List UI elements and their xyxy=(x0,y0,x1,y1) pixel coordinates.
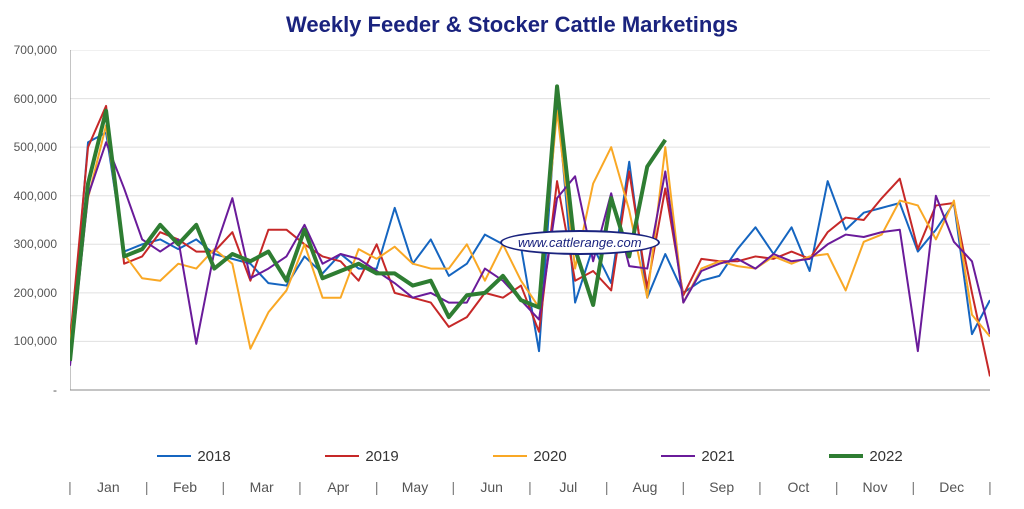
x-separator: | xyxy=(912,479,916,495)
y-tick-label: 300,000 xyxy=(14,237,57,251)
legend-label: 2019 xyxy=(365,448,398,465)
y-tick-label: 600,000 xyxy=(14,92,57,106)
legend-item-2019: 2019 xyxy=(325,448,398,465)
y-tick-label: 700,000 xyxy=(14,43,57,57)
y-tick-label: - xyxy=(53,383,57,397)
legend-swatch xyxy=(325,455,359,457)
x-separator: | xyxy=(145,479,149,495)
x-separator: | xyxy=(68,479,72,495)
legend-label: 2022 xyxy=(869,448,902,465)
chart-title: Weekly Feeder & Stocker Cattle Marketing… xyxy=(0,12,1024,38)
x-tick-label: Sep xyxy=(709,479,734,495)
legend-item-2020: 2020 xyxy=(493,448,566,465)
series-line-2020 xyxy=(70,111,990,349)
x-tick-label: Feb xyxy=(173,479,197,495)
x-tick-label: Apr xyxy=(327,479,349,495)
series-line-2018 xyxy=(70,96,990,358)
legend-item-2021: 2021 xyxy=(661,448,734,465)
x-tick-label: Jun xyxy=(480,479,503,495)
plot-area: www.cattlerange.com xyxy=(70,50,990,430)
x-tick-label: May xyxy=(402,479,428,495)
x-tick-label: Oct xyxy=(787,479,809,495)
x-separator: | xyxy=(682,479,686,495)
legend-item-2022: 2022 xyxy=(829,448,902,465)
legend-label: 2021 xyxy=(701,448,734,465)
legend-swatch xyxy=(829,454,863,458)
x-separator: | xyxy=(375,479,379,495)
x-tick-label: Jan xyxy=(97,479,120,495)
legend-swatch xyxy=(661,455,695,457)
x-tick-label: Mar xyxy=(250,479,274,495)
watermark-badge: www.cattlerange.com xyxy=(500,230,660,255)
x-separator: | xyxy=(298,479,302,495)
series-line-2022 xyxy=(70,86,665,360)
x-separator: | xyxy=(222,479,226,495)
x-separator: | xyxy=(835,479,839,495)
x-axis-labels: | | | | | | | | | | | | | Jan Feb Mar Apr May Jun Jul Aug Sep… xyxy=(70,479,990,499)
legend-item-2018: 2018 xyxy=(157,448,230,465)
y-tick-label: 500,000 xyxy=(14,140,57,154)
y-tick-label: 100,000 xyxy=(14,334,57,348)
x-separator: | xyxy=(988,479,992,495)
chart-container: Weekly Feeder & Stocker Cattle Marketing… xyxy=(0,0,1024,509)
legend-label: 2018 xyxy=(197,448,230,465)
y-tick-label: 400,000 xyxy=(14,189,57,203)
x-separator: | xyxy=(605,479,609,495)
x-tick-label: Nov xyxy=(863,479,888,495)
y-tick-label: 200,000 xyxy=(14,286,57,300)
x-separator: | xyxy=(758,479,762,495)
x-tick-label: Jul xyxy=(559,479,577,495)
x-separator: | xyxy=(452,479,456,495)
x-tick-label: Dec xyxy=(939,479,964,495)
legend-label: 2020 xyxy=(533,448,566,465)
x-tick-label: Aug xyxy=(633,479,658,495)
legend-swatch xyxy=(157,455,191,457)
chart-legend: 2018 2019 2020 2021 2022 xyxy=(70,441,990,471)
x-separator: | xyxy=(528,479,532,495)
y-axis-labels: - 100,000 200,000 300,000 400,000 500,000 600,… xyxy=(0,50,65,430)
legend-swatch xyxy=(493,455,527,457)
